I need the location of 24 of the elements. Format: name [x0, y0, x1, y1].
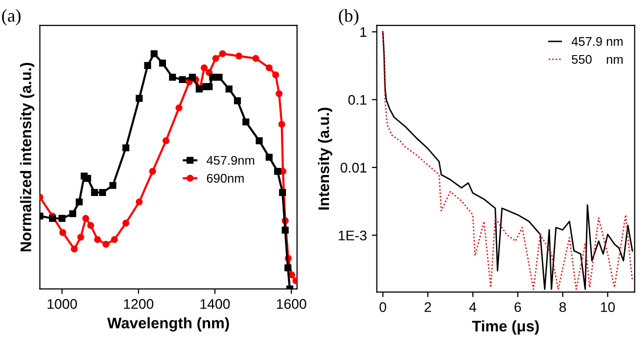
y-tick-label: 1 [360, 27, 366, 37]
x-tick-label: 6 [514, 302, 521, 312]
y-tick-label: 0.01 [340, 162, 366, 173]
x-axis-title: Time (μs) [472, 320, 539, 335]
y-axis-title: Intensity (a.u.) [318, 108, 332, 210]
legend-label: 457.9nm [206, 156, 254, 165]
legend-label: 457.9 nm [572, 37, 623, 46]
x-tick-label: 1200 [124, 299, 154, 309]
y-tick-label: 0.1 [348, 94, 366, 105]
x-tick-label: 1600 [276, 299, 306, 309]
y-tick-label: 1E-3 [338, 230, 366, 240]
legend-label: 690nm [206, 174, 244, 183]
chart-title: (b) [338, 9, 358, 26]
x-tick-label: 4 [469, 302, 476, 312]
x-tick-label: 0 [380, 302, 386, 312]
x-tick-label: 1000 [48, 299, 77, 309]
legend-label: 550 nm [572, 54, 623, 64]
x-tick-label: 8 [559, 302, 566, 312]
x-tick-label: 10 [601, 302, 615, 312]
x-tick-label: 1400 [200, 299, 230, 309]
x-axis-title: Wavelength (nm) [107, 317, 229, 332]
chart-title: (a) [2, 9, 21, 26]
x-tick-label: 2 [424, 302, 431, 312]
y-axis-title: Normalized intensity (a.u.) [20, 62, 34, 252]
